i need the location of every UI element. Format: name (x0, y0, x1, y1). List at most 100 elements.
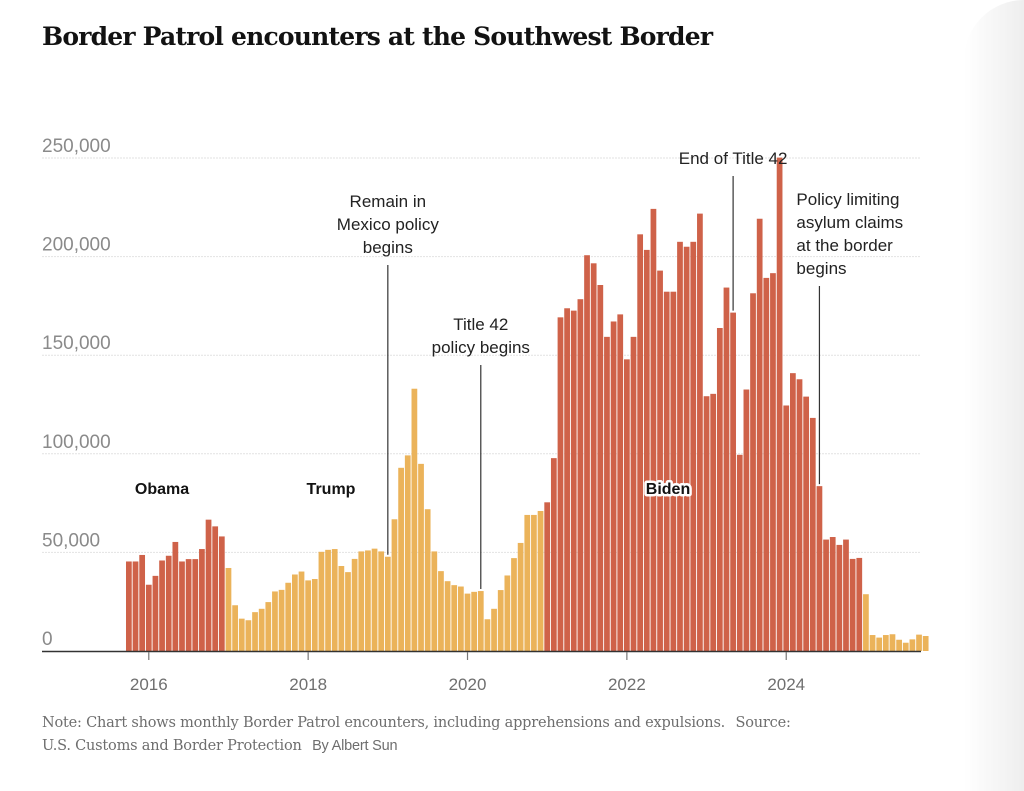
bar (570, 310, 577, 651)
bar (663, 291, 670, 651)
bar (916, 634, 922, 651)
x-tick-label: 2020 (449, 675, 487, 694)
y-tick-label: 0 (42, 629, 53, 650)
bar (484, 619, 491, 651)
bar (902, 642, 909, 651)
annotation: Policy limiting asylum claims at the borde… (796, 190, 903, 485)
bar (258, 608, 265, 651)
bar (458, 586, 464, 651)
bar (398, 467, 404, 651)
bar (165, 555, 172, 651)
annotation-text: begins (363, 238, 413, 257)
bar (716, 327, 723, 651)
bar (351, 558, 358, 651)
bar (537, 510, 544, 651)
bar (790, 373, 796, 651)
bar (285, 582, 292, 651)
bar (464, 593, 471, 651)
bar (491, 608, 497, 651)
bar (192, 559, 199, 651)
bar (185, 559, 192, 651)
annotation-text: Mexico policy (337, 215, 440, 234)
bar (776, 157, 783, 652)
bar (378, 551, 385, 651)
bar (145, 584, 152, 651)
bar (132, 561, 139, 651)
bar (371, 548, 378, 651)
bar (637, 234, 644, 651)
bar (424, 509, 431, 651)
bars (126, 157, 929, 652)
bar (139, 554, 146, 651)
y-tick-label: 200,000 (42, 235, 111, 256)
bar (172, 541, 179, 651)
bar (265, 602, 272, 651)
bar (331, 549, 338, 651)
bar (451, 585, 458, 651)
y-tick-label: 150,000 (42, 333, 111, 354)
page-edge-shadow (964, 0, 1024, 791)
bar (624, 359, 630, 651)
bar (809, 417, 816, 651)
bar (305, 580, 312, 651)
bar (152, 575, 159, 651)
bar (311, 579, 318, 651)
bar (816, 486, 823, 651)
annotation: Remain in Mexico policy begins (337, 192, 440, 555)
bar (444, 581, 451, 651)
bar (710, 393, 717, 651)
era-labels: Obama Trump Biden (132, 479, 692, 501)
byline: By Albert Sun (312, 738, 398, 754)
bar (882, 635, 889, 651)
bar (863, 594, 869, 651)
bar (736, 454, 743, 651)
bar (657, 270, 663, 651)
bar (205, 519, 212, 651)
bar (763, 277, 770, 651)
bar (836, 544, 843, 651)
bar (338, 566, 345, 651)
bar (796, 379, 803, 651)
bar (497, 590, 504, 651)
bar (298, 571, 305, 651)
bar (252, 612, 258, 651)
bar (159, 560, 165, 651)
bar (590, 263, 597, 651)
annotation-text: Policy limiting (796, 190, 899, 209)
bar (856, 557, 863, 651)
bar (431, 551, 438, 651)
bar (577, 299, 584, 651)
bar (517, 542, 524, 651)
bar (365, 550, 371, 651)
bar (803, 396, 810, 651)
bar (232, 605, 238, 651)
bar (869, 635, 876, 651)
bar (743, 389, 750, 651)
bar (756, 218, 763, 652)
bar (511, 558, 517, 651)
bar (557, 317, 564, 651)
bar (292, 574, 298, 651)
bar (477, 591, 484, 651)
bar (643, 249, 650, 651)
bar (384, 556, 391, 651)
bar (683, 246, 690, 652)
bar (604, 336, 610, 651)
bar (471, 591, 478, 651)
bar (730, 312, 736, 651)
bar (909, 639, 916, 651)
bar (524, 514, 531, 651)
bar (126, 561, 132, 651)
bar (703, 396, 710, 651)
bar (218, 536, 225, 651)
bar (212, 526, 219, 651)
annotation-text: begins (796, 259, 846, 278)
era-label-biden: Biden (646, 481, 690, 498)
bar (504, 575, 511, 651)
bar (823, 539, 829, 651)
annotation: End of Title 42 (679, 149, 787, 311)
bar (922, 636, 929, 651)
era-label-trump: Trump (307, 481, 356, 498)
x-tick-label: 2022 (608, 675, 646, 694)
